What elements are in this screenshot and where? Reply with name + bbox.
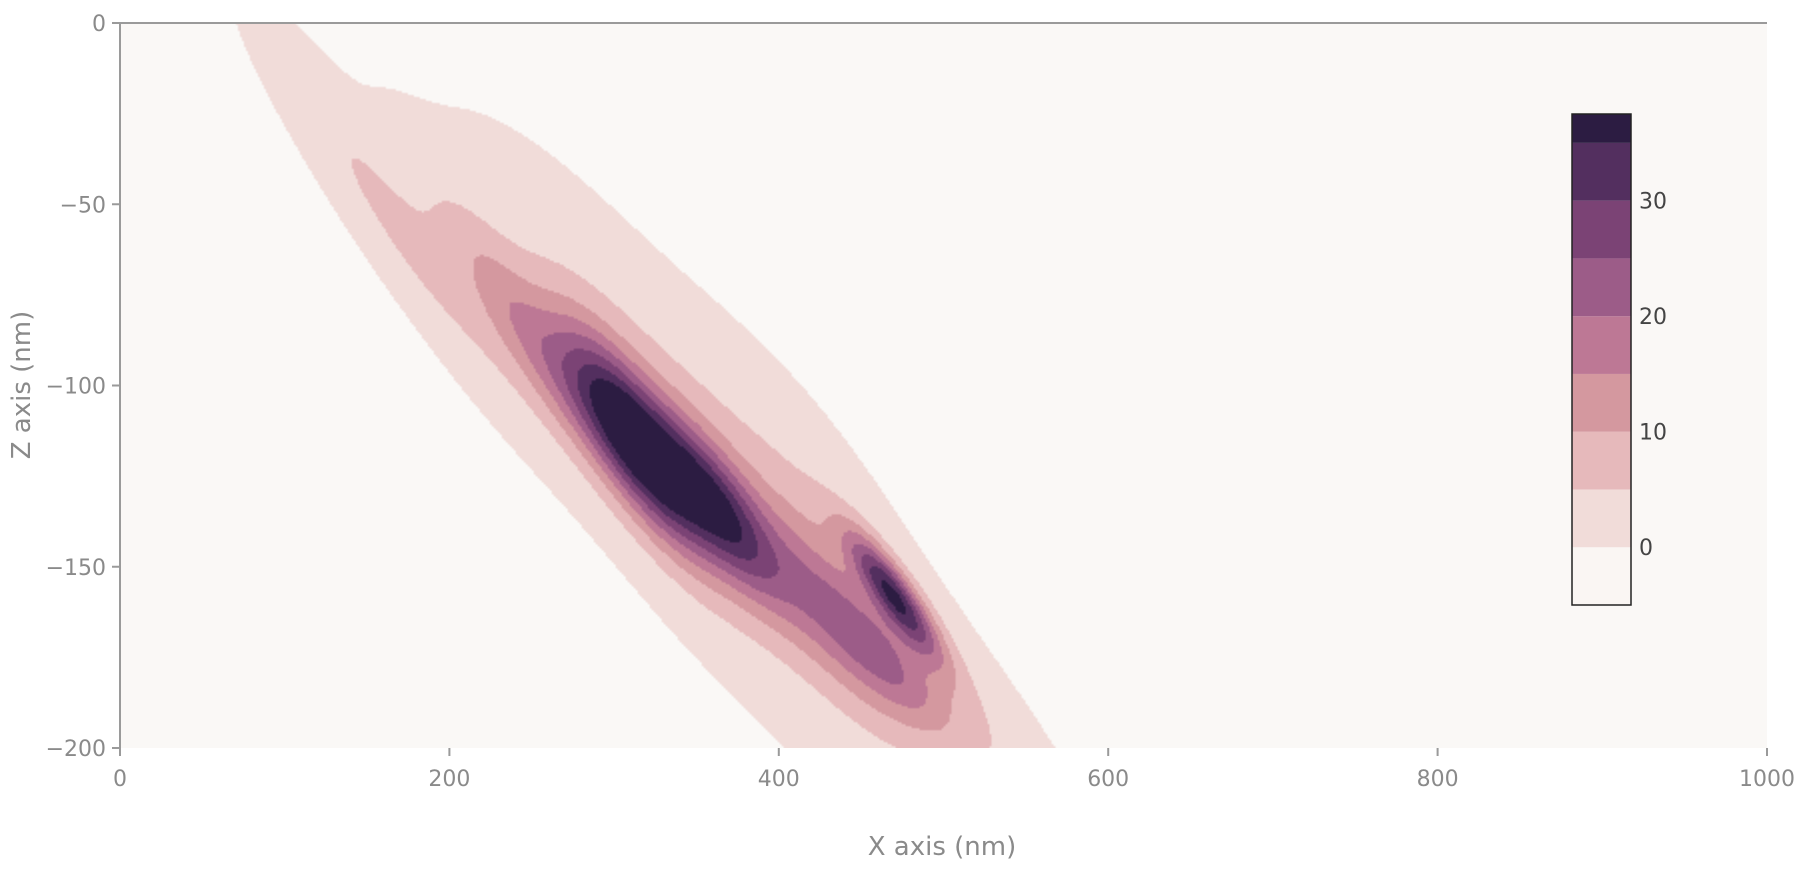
y-tick-label: −100 [46, 375, 106, 400]
y-tick-label: 0 [92, 12, 106, 37]
y-axis-title: Z axis (nm) [7, 311, 37, 460]
colorbar-segment [1572, 373, 1631, 432]
colorbar-tick-label: 30 [1639, 190, 1667, 215]
colorbar-segment [1572, 431, 1631, 490]
colorbar-segment [1572, 258, 1631, 317]
x-tick-label: 400 [758, 767, 800, 792]
y-tick-label: −200 [46, 737, 106, 762]
colorbar-frame [1571, 113, 1632, 606]
colorbar-segment [1572, 142, 1631, 201]
y-tick-label: −150 [46, 556, 106, 581]
colorbar-segment [1572, 547, 1631, 605]
colorbar: 0 10 20 30 [1571, 113, 1667, 606]
x-tick-label: 1000 [1739, 767, 1795, 792]
x-tick-label: 600 [1087, 767, 1129, 792]
colorbar-segment [1572, 316, 1631, 374]
x-tick-label: 200 [428, 767, 470, 792]
colorbar-segment [1572, 114, 1631, 143]
colorbar-tick-label: 20 [1639, 305, 1667, 330]
x-tick-label: 800 [1417, 767, 1459, 792]
x-axis-title: X axis (nm) [868, 832, 1017, 862]
x-tick-label: 0 [113, 767, 127, 792]
colorbar-segment [1572, 200, 1631, 259]
colorbar-segment [1572, 489, 1631, 548]
y-tick-label: −50 [60, 193, 106, 218]
colorbar-tick-label: 0 [1639, 536, 1653, 561]
contour-heatmap [120, 23, 1767, 748]
colorbar-tick-label: 10 [1639, 421, 1667, 446]
